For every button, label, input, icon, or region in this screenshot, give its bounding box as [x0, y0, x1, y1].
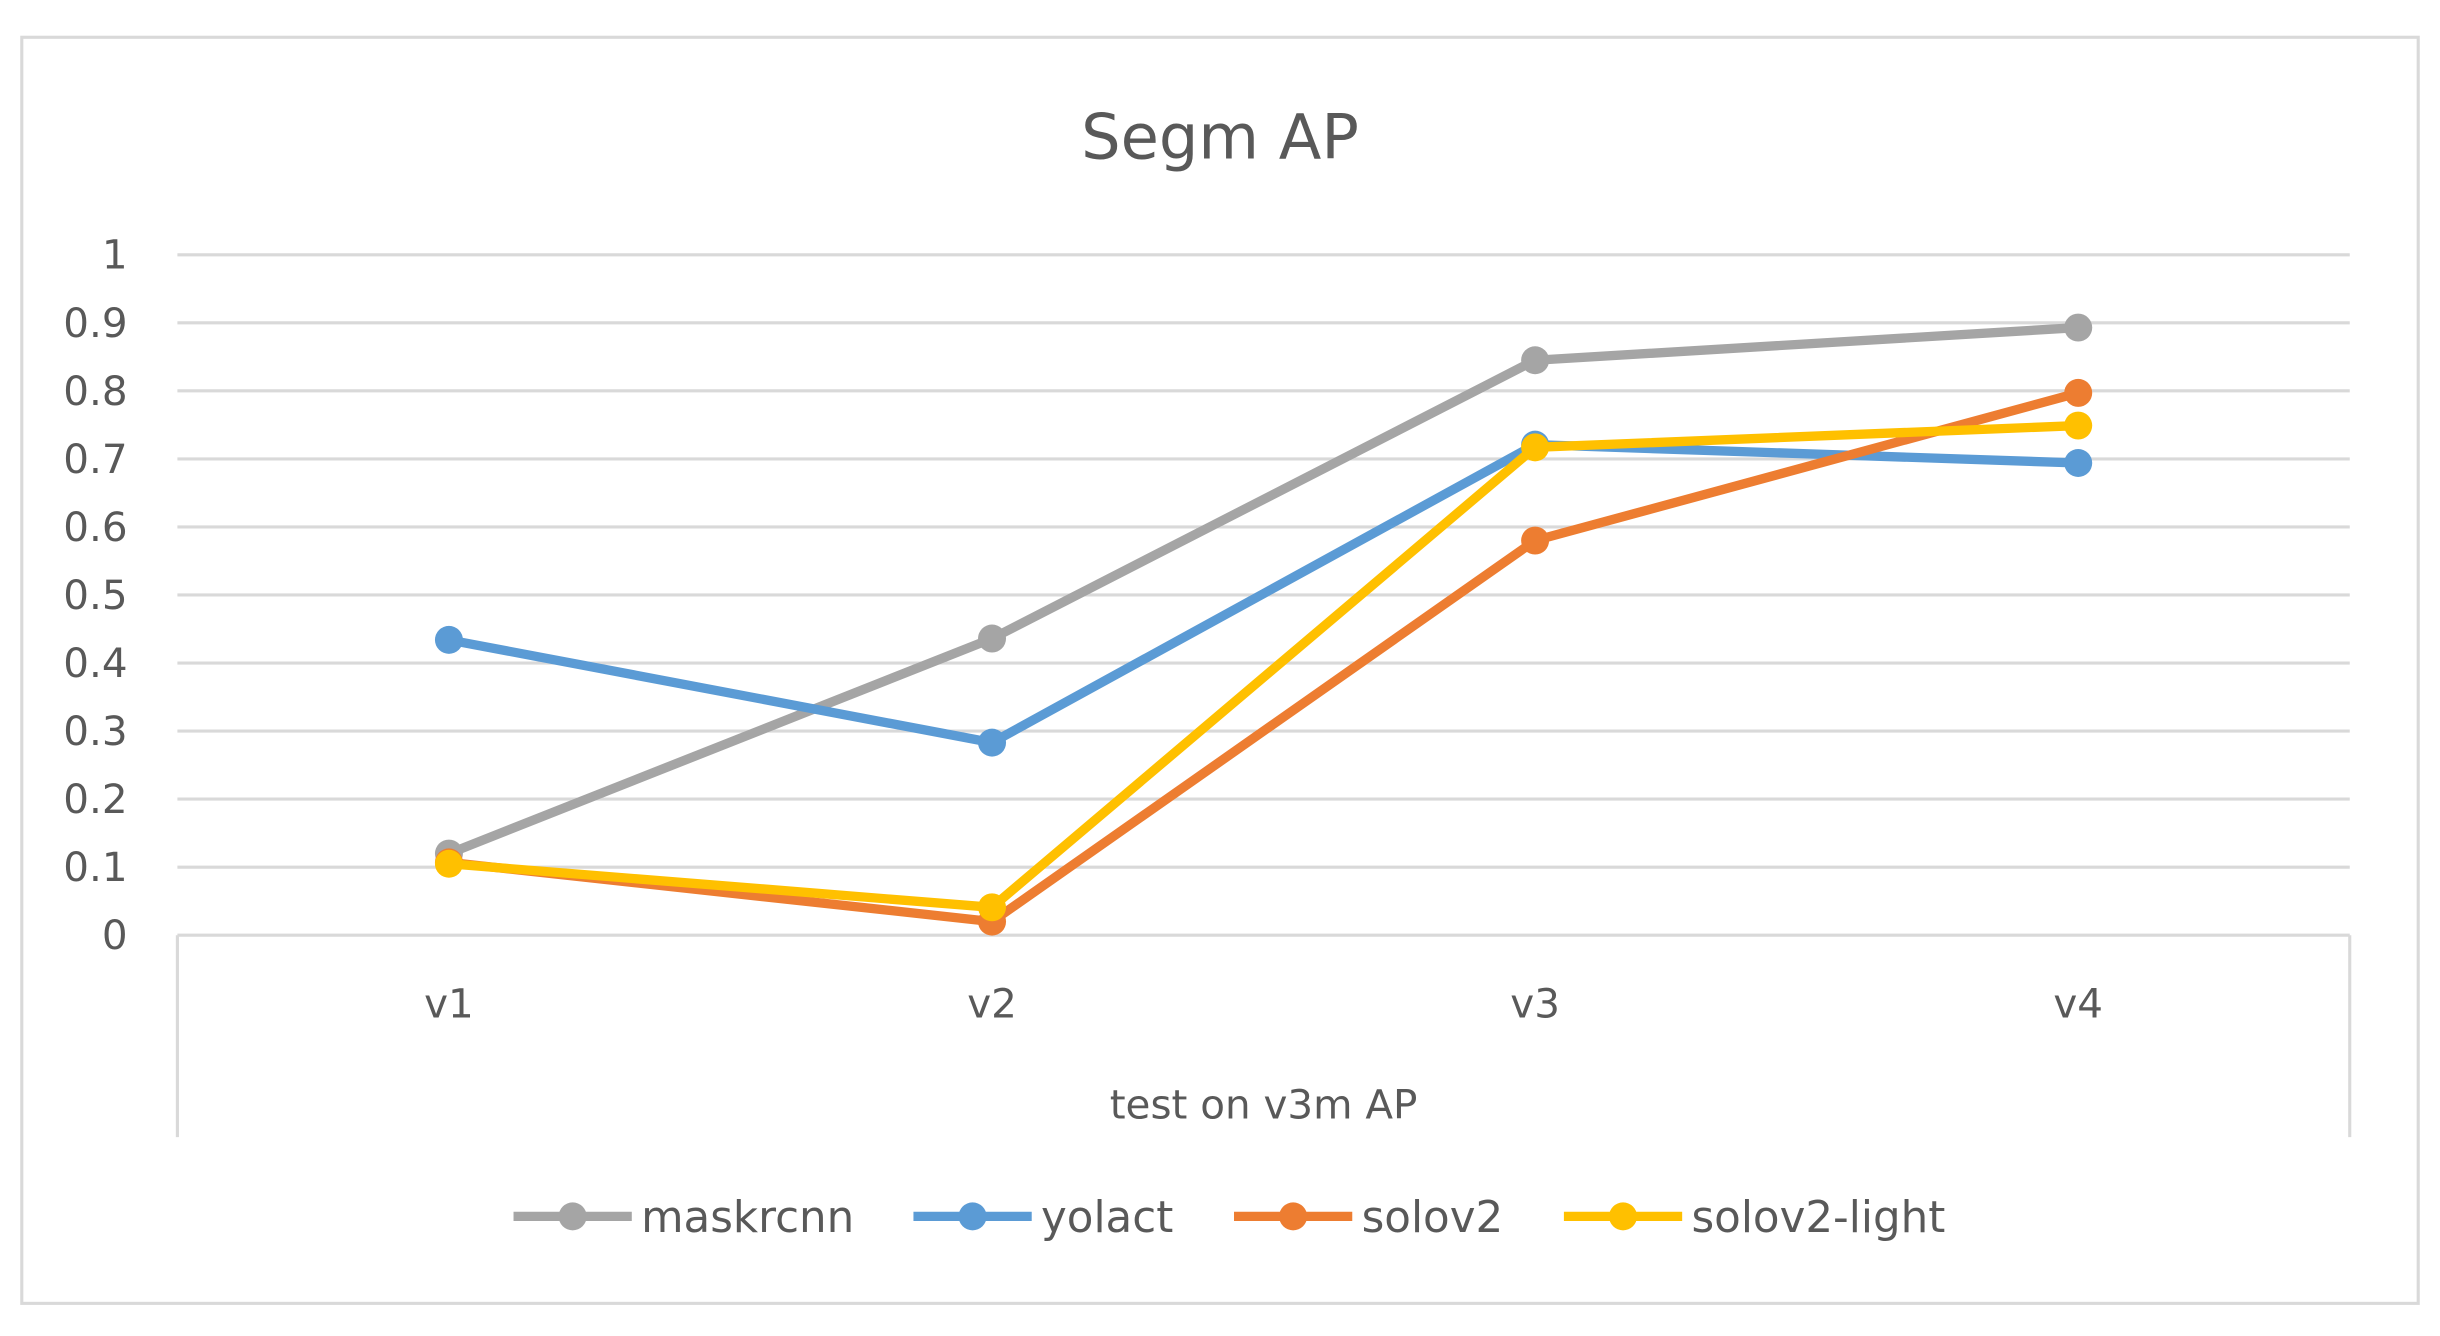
data-point — [1521, 433, 1550, 462]
series-line — [444, 322, 2083, 859]
legend-marker — [558, 1202, 587, 1231]
data-point — [434, 625, 463, 654]
data-point — [2064, 449, 2093, 477]
legend-label: yolact — [1041, 1193, 1173, 1243]
legend-marker — [958, 1202, 987, 1231]
x-axis-label: test on v3m AP — [1110, 1081, 1418, 1129]
x-tick-label: v3 — [1510, 980, 1560, 1028]
y-tick-label: 0.7 — [63, 435, 127, 483]
data-point — [978, 728, 1007, 757]
legend-item-solov2-light: solov2-light — [1563, 1193, 1946, 1243]
data-point — [2064, 378, 2093, 407]
series-line — [444, 439, 2083, 748]
legend-item-maskrcnn: maskrcnn — [513, 1193, 854, 1243]
y-tick-label: 0.8 — [63, 367, 127, 415]
chart-border — [20, 35, 2420, 1305]
series-line — [444, 420, 2083, 912]
y-tick-label: 0.1 — [63, 843, 127, 891]
chart-title: Segm AP — [1081, 101, 1359, 174]
y-tick-label: 0.4 — [63, 639, 127, 687]
legend-item-yolact: yolact — [913, 1193, 1173, 1243]
y-tick-label: 1 — [102, 231, 128, 279]
legend-marker — [1609, 1202, 1638, 1231]
y-tick-label: 0 — [102, 911, 128, 959]
y-tick-label: 0.3 — [63, 707, 127, 755]
series-maskrcnn — [434, 313, 2093, 868]
series-solov2-light — [434, 411, 2093, 922]
y-tick-label: 0.2 — [63, 775, 127, 823]
x-tick-label: v2 — [967, 980, 1017, 1028]
y-tick-label: 0.5 — [63, 571, 127, 619]
legend-marker — [1279, 1202, 1308, 1231]
data-point — [1521, 526, 1550, 555]
legend-label: maskrcnn — [641, 1193, 854, 1243]
data-point — [978, 624, 1007, 653]
data-point — [978, 893, 1007, 922]
x-tick-label: v1 — [424, 980, 474, 1028]
x-tick-label: v4 — [2053, 980, 2103, 1028]
data-point — [1521, 346, 1550, 375]
y-tick-label: 0.6 — [63, 503, 127, 551]
y-tick-label: 0.9 — [63, 299, 127, 347]
data-point — [434, 849, 463, 878]
legend-label: solov2 — [1362, 1193, 1504, 1243]
legend-item-solov2: solov2 — [1234, 1193, 1503, 1243]
series-line — [444, 388, 2083, 927]
legend-label: solov2-light — [1692, 1193, 1946, 1243]
data-point — [2064, 313, 2093, 342]
data-point — [2064, 411, 2093, 440]
